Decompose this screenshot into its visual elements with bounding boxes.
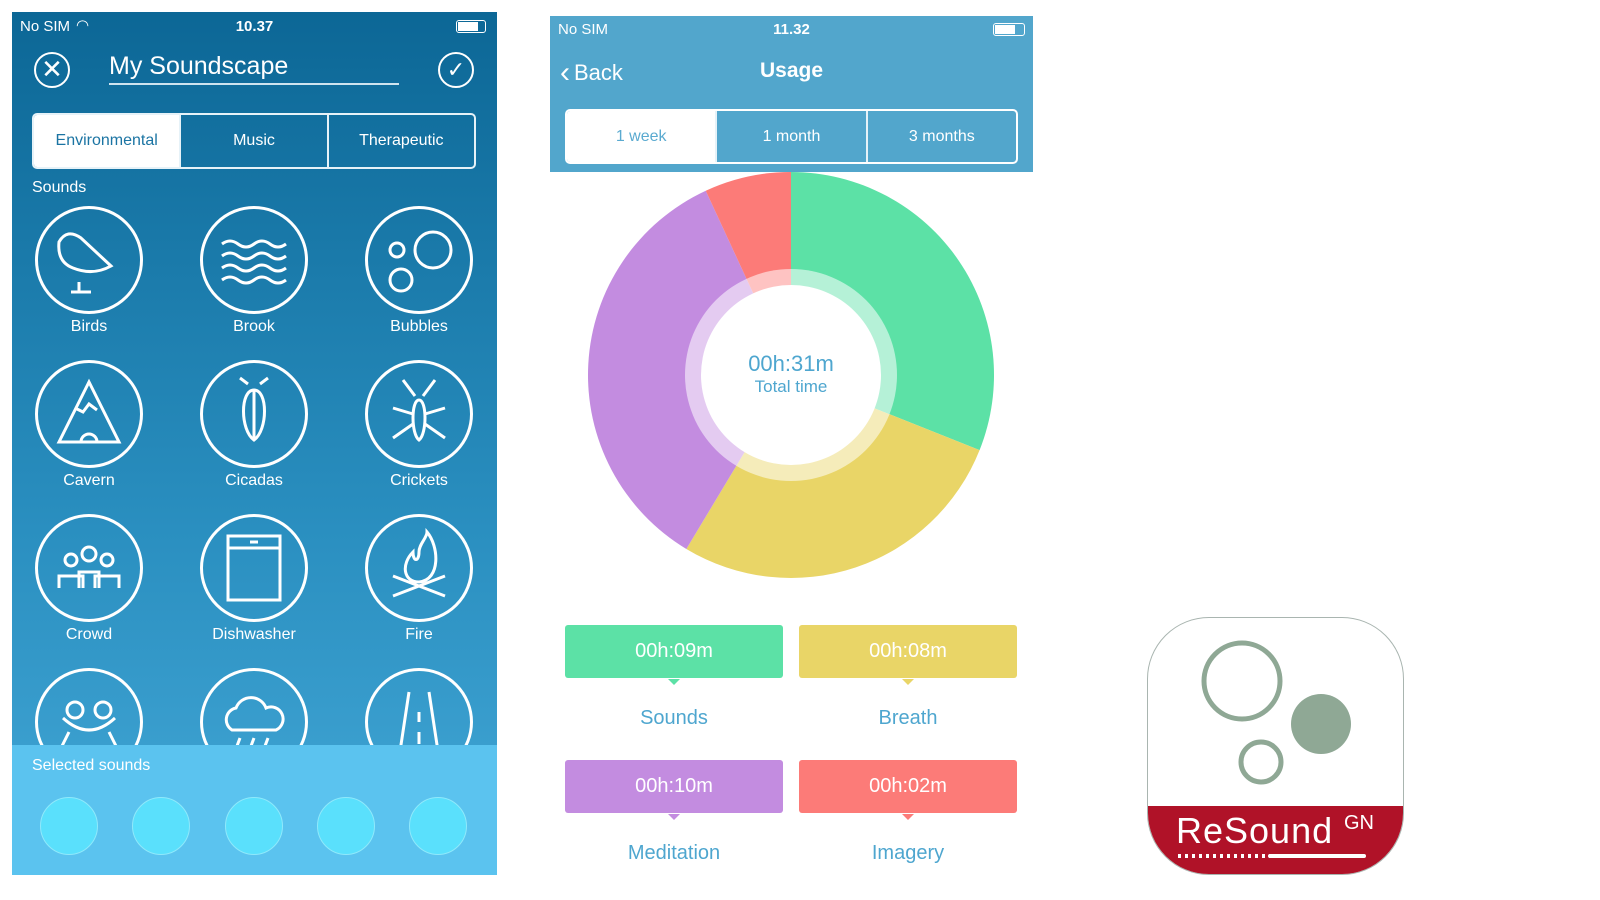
logo-band: ReSound GN [1148, 806, 1403, 874]
selected-slot[interactable] [132, 797, 190, 855]
sound-birds[interactable]: Birds [34, 206, 144, 336]
legend-breath-value: 00h:08m [799, 625, 1017, 685]
logo-mark: GN [1344, 812, 1374, 834]
chevron-left-icon: ‹ [560, 56, 570, 89]
dishwasher-icon [200, 514, 308, 622]
sound-label: Crowd [65, 626, 113, 643]
close-button[interactable]: ✕ [34, 52, 70, 88]
tab-music[interactable]: Music [179, 115, 326, 167]
sound-fire[interactable]: Fire [364, 514, 474, 644]
sounds-heading: Sounds [32, 179, 87, 196]
donut-hole [701, 285, 881, 465]
sound-label: Fire [405, 626, 433, 643]
total-time: 00h:31m Total time [691, 351, 891, 397]
battery-icon [456, 20, 486, 33]
bird-icon [35, 206, 143, 314]
sound-brook[interactable]: Brook [199, 206, 309, 336]
legend-meditation-value: 00h:10m [565, 760, 783, 820]
resound-app-icon: ReSound GN [1147, 617, 1404, 875]
cavern-icon [35, 360, 143, 468]
soundscape-name-input[interactable]: My Soundscape [109, 52, 399, 85]
clock: 11.32 [773, 21, 810, 38]
legend-meditation-label: Meditation [627, 842, 721, 864]
back-button[interactable]: ‹ Back [560, 56, 623, 90]
page-title: Usage [759, 59, 824, 82]
sound-label: Crickets [390, 472, 448, 489]
tab-1-week[interactable]: 1 week [567, 111, 716, 162]
sound-label: Cicadas [225, 472, 283, 489]
battery-icon [993, 23, 1025, 36]
carrier: No SIM [20, 18, 71, 35]
usage-header: No SIM 11.32 ‹ Back Usage 1 week 1 month … [550, 16, 1033, 172]
clock: 10.37 [235, 18, 274, 35]
selected-sounds-heading: Selected sounds [32, 757, 151, 774]
crowd-icon [35, 514, 143, 622]
tab-1-month[interactable]: 1 month [715, 111, 865, 162]
sound-cavern[interactable]: Cavern [34, 360, 144, 490]
cicada-icon [200, 360, 308, 468]
sound-label: Dishwasher [212, 626, 296, 643]
selected-slot[interactable] [225, 797, 283, 855]
bubbles-icon [365, 206, 473, 314]
selected-slot[interactable] [40, 797, 98, 855]
sound-dishwasher[interactable]: Dishwasher [199, 514, 309, 644]
sound-label: Brook [233, 318, 275, 335]
legend-sounds-label: Sounds [640, 707, 708, 729]
legend-imagery-label: Imagery [871, 842, 945, 864]
usage-screen: No SIM 11.32 ‹ Back Usage 1 week 1 month … [550, 16, 1033, 900]
sound-cicadas[interactable]: Cicadas [199, 360, 309, 490]
sound-label: Birds [70, 318, 108, 335]
bubbles-logo-icon [1201, 640, 1351, 785]
slice-breath [686, 375, 980, 578]
back-label: Back [574, 60, 623, 85]
carrier: No SIM [558, 21, 609, 38]
category-tabs: Environmental Music Therapeutic [32, 113, 476, 169]
selected-slot[interactable] [409, 797, 467, 855]
sound-crickets[interactable]: Crickets [364, 360, 474, 490]
tab-therapeutic[interactable]: Therapeutic [326, 115, 474, 167]
sound-label: Cavern [63, 472, 115, 489]
wifi-icon: ◠ [76, 17, 90, 34]
logo-text: ReSound [1176, 810, 1334, 851]
fire-icon [365, 514, 473, 622]
total-time-value: 00h:31m [748, 351, 834, 376]
tab-3-months[interactable]: 3 months [865, 111, 1016, 162]
legend-imagery-value: 00h:02m [799, 760, 1017, 820]
selected-sounds-panel: Selected sounds [12, 745, 497, 875]
sound-crowd[interactable]: Crowd [34, 514, 144, 644]
sound-label: Bubbles [390, 318, 448, 335]
logo-underline-bar [1268, 854, 1366, 858]
selected-slot[interactable] [317, 797, 375, 855]
sound-bubbles[interactable]: Bubbles [364, 206, 474, 336]
period-tabs: 1 week 1 month 3 months [565, 109, 1018, 164]
confirm-button[interactable]: ✓ [438, 52, 474, 88]
waves-icon [200, 206, 308, 314]
total-time-label: Total time [754, 377, 828, 396]
legend-sounds-value: 00h:09m [565, 625, 783, 685]
tab-environmental[interactable]: Environmental [34, 115, 180, 167]
cricket-icon [365, 360, 473, 468]
legend-breath-label: Breath [878, 707, 938, 729]
soundscape-screen: No SIM ◠ 10.37 ✕ My Soundscape ✓ Environ… [12, 12, 497, 875]
usage-donut-chart [588, 172, 994, 578]
